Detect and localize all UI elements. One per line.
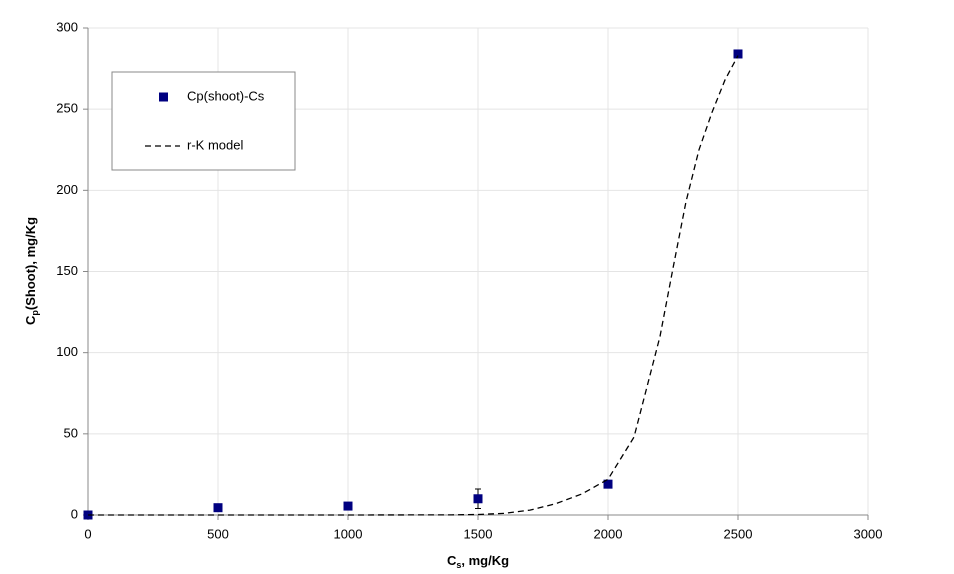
- y-tick-label: 50: [64, 425, 78, 440]
- y-tick-label: 250: [56, 101, 78, 116]
- legend-marker: [159, 92, 168, 102]
- y-title-rest: (Shoot), mg/Kg: [23, 217, 38, 310]
- data-point: [343, 501, 353, 511]
- x-tick-label: 1500: [464, 526, 493, 541]
- x-tick-label: 0: [84, 526, 91, 541]
- y-axis-title: Cp(Shoot), mg/Kg: [23, 217, 40, 325]
- data-point: [213, 503, 223, 513]
- x-tick-label: 500: [207, 526, 229, 541]
- y-tick-label: 300: [56, 19, 78, 34]
- x-title-rest: , mg/Kg: [461, 553, 509, 568]
- legend-label: Cp(shoot)-Cs: [187, 88, 265, 103]
- x-tick-label: 3000: [854, 526, 883, 541]
- legend-box: [111, 71, 296, 171]
- x-title-main: C: [447, 553, 457, 568]
- x-tick-label: 1000: [334, 526, 363, 541]
- y-title-sub: p: [30, 310, 40, 316]
- data-point: [733, 49, 743, 59]
- data-point: [603, 479, 613, 489]
- y-tick-label: 150: [56, 263, 78, 278]
- x-tick-label: 2500: [724, 526, 753, 541]
- y-tick-label: 200: [56, 182, 78, 197]
- x-axis-title: Cs, mg/Kg: [447, 553, 509, 570]
- y-title-main: C: [23, 315, 38, 325]
- model-line: [88, 55, 739, 516]
- y-tick-label: 0: [71, 506, 78, 521]
- data-point: [473, 494, 483, 504]
- y-tick-label: 100: [56, 344, 78, 359]
- legend-label: r-K model: [187, 137, 243, 152]
- x-tick-label: 2000: [594, 526, 623, 541]
- x-title-sub: s: [456, 560, 461, 570]
